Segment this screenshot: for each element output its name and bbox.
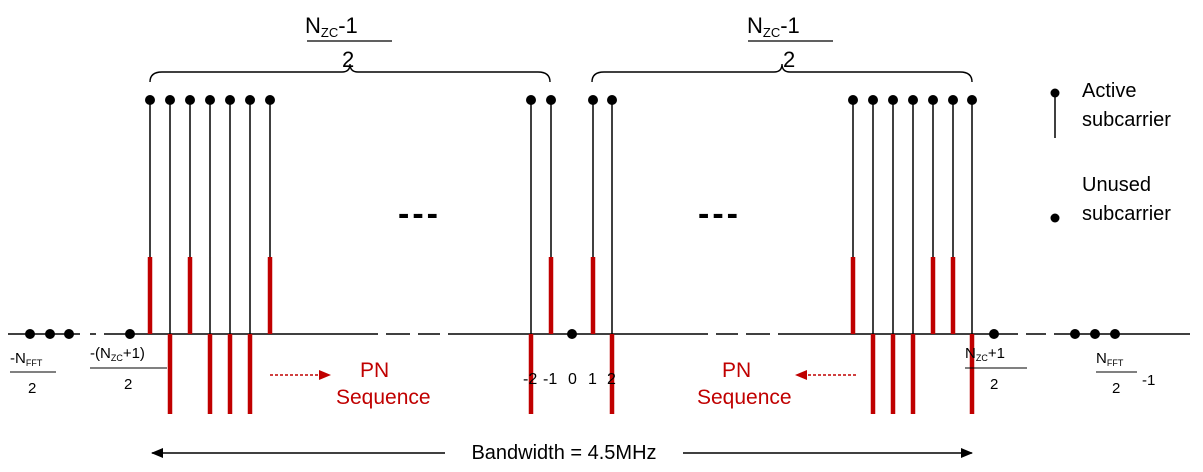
unused-subcarrier-dot-7 bbox=[1090, 329, 1100, 339]
active-subcarrier-8 bbox=[546, 95, 556, 334]
svg-text:-1: -1 bbox=[1142, 372, 1155, 389]
active-subcarrier-7 bbox=[526, 95, 536, 414]
active-subcarrier-dot bbox=[588, 95, 598, 105]
active-subcarrier-11 bbox=[848, 95, 858, 334]
label-center-indices: -2 -1 0 1 2 bbox=[523, 371, 616, 388]
subcarrier-axis bbox=[8, 329, 1190, 339]
active-subcarrier-2 bbox=[185, 95, 195, 334]
brace-left bbox=[149, 63, 551, 83]
svg-text:NFFT: NFFT bbox=[1096, 350, 1124, 368]
svg-text:2: 2 bbox=[124, 376, 132, 393]
svg-text:2: 2 bbox=[990, 376, 998, 393]
active-subcarrier-dot bbox=[165, 95, 175, 105]
active-subcarrier-dot bbox=[205, 95, 215, 105]
active-subcarrier-5 bbox=[245, 95, 255, 414]
label-neg-nzc-plus1-half: -(NZC+1) 2 bbox=[90, 345, 167, 393]
bandwidth-label: Bandwidth = 4.5MHz bbox=[471, 442, 656, 464]
ellipsis-right: --- bbox=[698, 195, 741, 233]
active-subcarrier-dot bbox=[607, 95, 617, 105]
pn-sequence-right: PN Sequence bbox=[697, 359, 856, 409]
active-subcarrier-dot bbox=[546, 95, 556, 105]
top-label-left: NZC-1 2 bbox=[305, 13, 392, 72]
active-subcarrier-dot bbox=[928, 95, 938, 105]
active-subcarrier-dot bbox=[245, 95, 255, 105]
legend: Active subcarrier Unused subcarrier bbox=[1050, 80, 1171, 225]
active-subcarrier-17 bbox=[967, 95, 977, 414]
brace-right bbox=[591, 63, 973, 83]
svg-text:NZC+1: NZC+1 bbox=[965, 345, 1005, 363]
legend-unused-line1: Unused bbox=[1082, 174, 1151, 196]
top-label-right-denominator: 2 bbox=[783, 47, 795, 72]
unused-subcarrier-dot-0 bbox=[25, 329, 35, 339]
unused-subcarrier-dot-2 bbox=[64, 329, 74, 339]
active-subcarrier-10 bbox=[607, 95, 617, 414]
active-subcarrier-dot bbox=[948, 95, 958, 105]
active-subcarrier-4 bbox=[225, 95, 235, 414]
active-subcarrier-13 bbox=[888, 95, 898, 414]
unused-subcarrier-dot-4 bbox=[567, 329, 577, 339]
subcarriers bbox=[145, 95, 977, 414]
svg-text:-(NZC+1): -(NZC+1) bbox=[90, 345, 145, 363]
active-subcarrier-6 bbox=[265, 95, 275, 334]
active-subcarrier-dot bbox=[848, 95, 858, 105]
unused-subcarrier-dot-5 bbox=[989, 329, 999, 339]
svg-text:2: 2 bbox=[28, 380, 36, 397]
label-neg-nfft-half: -NFFT 2 bbox=[10, 350, 56, 397]
label-index-m2: -2 bbox=[523, 371, 537, 388]
active-subcarrier-1 bbox=[165, 95, 175, 414]
legend-active-line1: Active bbox=[1082, 80, 1136, 102]
pn-sequence-left: PN Sequence bbox=[270, 359, 431, 409]
ellipsis-left: --- bbox=[398, 195, 441, 233]
legend-unused-dot bbox=[1050, 213, 1060, 223]
pn-left-line2: Sequence bbox=[336, 386, 431, 409]
legend-active-line2: subcarrier bbox=[1082, 109, 1171, 131]
active-subcarrier-dot bbox=[145, 95, 155, 105]
pn-left-line1: PN bbox=[360, 359, 389, 382]
bandwidth-indicator: Bandwidth = 4.5MHz bbox=[151, 442, 973, 464]
active-subcarrier-dot bbox=[265, 95, 275, 105]
pn-right-line2: Sequence bbox=[697, 386, 792, 409]
active-subcarrier-dot bbox=[908, 95, 918, 105]
active-subcarrier-dot bbox=[868, 95, 878, 105]
top-label-left-denominator: 2 bbox=[342, 47, 354, 72]
active-subcarrier-14 bbox=[908, 95, 918, 414]
active-subcarrier-12 bbox=[868, 95, 878, 414]
top-label-left-numerator: NZC-1 bbox=[305, 13, 358, 40]
active-subcarrier-0 bbox=[145, 95, 155, 334]
active-subcarrier-16 bbox=[948, 95, 958, 334]
label-index-1: 1 bbox=[588, 371, 597, 388]
active-subcarrier-dot bbox=[225, 95, 235, 105]
svg-text:2: 2 bbox=[1112, 380, 1120, 397]
legend-unused-line2: subcarrier bbox=[1082, 203, 1171, 225]
active-subcarrier-dot bbox=[185, 95, 195, 105]
label-index-2: 2 bbox=[607, 371, 616, 388]
label-nfft-half-minus1: NFFT 2 -1 bbox=[1096, 350, 1155, 397]
active-subcarrier-3 bbox=[205, 95, 215, 414]
label-nzc-plus1-half: NZC+1 2 bbox=[965, 345, 1027, 393]
svg-text:-NFFT: -NFFT bbox=[10, 350, 43, 368]
active-subcarrier-15 bbox=[928, 95, 938, 334]
pn-right-line1: PN bbox=[722, 359, 751, 382]
top-label-right-numerator: NZC-1 bbox=[747, 13, 800, 40]
label-index-0: 0 bbox=[568, 371, 577, 388]
unused-subcarrier-dot-3 bbox=[125, 329, 135, 339]
unused-subcarrier-dot-1 bbox=[45, 329, 55, 339]
top-label-right: NZC-1 2 bbox=[747, 13, 833, 72]
active-subcarrier-dot bbox=[888, 95, 898, 105]
label-index-m1: -1 bbox=[543, 371, 557, 388]
active-subcarrier-9 bbox=[588, 95, 598, 334]
unused-subcarrier-dot-6 bbox=[1070, 329, 1080, 339]
unused-subcarrier-dot-8 bbox=[1110, 329, 1120, 339]
active-subcarrier-dot bbox=[967, 95, 977, 105]
active-subcarrier-dot bbox=[526, 95, 536, 105]
